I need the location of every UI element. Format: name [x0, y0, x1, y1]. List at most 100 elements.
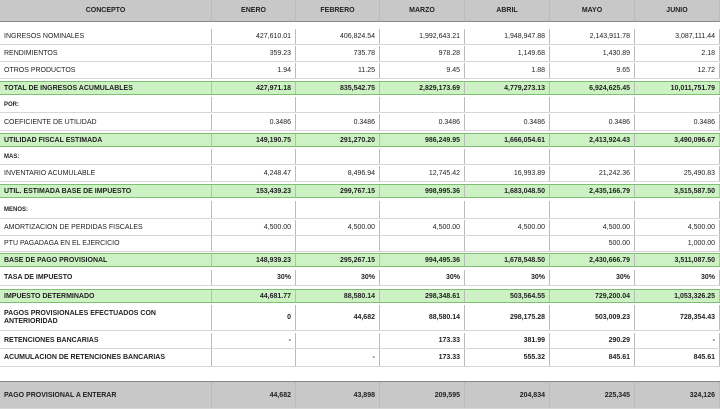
value-cell: 291,270.20 [296, 134, 380, 146]
value-cell [635, 149, 720, 164]
value-cell: 2,430,666.79 [550, 254, 635, 266]
value-cell: 4,248.47 [212, 166, 296, 181]
value-cell: 0.3486 [635, 114, 720, 130]
value-cell: 25,490.83 [635, 166, 720, 181]
value-cell [212, 236, 296, 251]
row-label: PTU PAGADAGA EN EL EJERCICIO [0, 236, 212, 251]
value-cell: 427,610.01 [212, 29, 296, 44]
value-cell: 30% [380, 270, 465, 285]
value-cell: 427,971.18 [212, 82, 296, 94]
row-label: TOTAL DE INGRESOS ACUMULABLES [0, 82, 212, 94]
value-cell: MARZO [380, 0, 465, 21]
value-cell: 1,000.00 [635, 236, 720, 251]
value-cell: 0.3486 [550, 114, 635, 130]
value-cell: 0 [212, 305, 296, 330]
value-cell: 3,490,096.67 [635, 134, 720, 146]
value-cell: ENERO [212, 0, 296, 21]
value-cell: 2,143,911.78 [550, 29, 635, 44]
value-cell [296, 333, 380, 348]
value-cell: 11.25 [296, 63, 380, 78]
value-cell: 4,500.00 [635, 220, 720, 235]
row-label: UTILIDAD FISCAL ESTIMADA [0, 134, 212, 146]
value-cell: 729,200.04 [550, 290, 635, 302]
value-cell [380, 97, 465, 112]
value-cell: 21,242.36 [550, 166, 635, 181]
value-cell [465, 236, 550, 251]
value-cell: 4,779,273.13 [465, 82, 550, 94]
value-cell: 10,011,751.79 [635, 82, 720, 94]
value-cell: 44,682 [296, 305, 380, 330]
value-cell: ABRIL [465, 0, 550, 21]
value-cell: 728,354.43 [635, 305, 720, 330]
value-cell: - [635, 333, 720, 348]
value-cell: 986,249.95 [380, 134, 465, 146]
value-cell: 4,500.00 [380, 220, 465, 235]
table-row: INGRESOS NOMINALES 427,610.01 406,824.54 1,… [0, 29, 720, 45]
value-cell: 998,995.36 [380, 185, 465, 197]
value-cell: 1,678,548.50 [465, 254, 550, 266]
value-cell: 1,053,326.25 [635, 290, 720, 302]
value-cell: 2.18 [635, 46, 720, 61]
value-cell: 0.3486 [380, 114, 465, 130]
value-cell: 88,580.14 [380, 305, 465, 330]
value-cell [550, 149, 635, 164]
header-row: CONCEPTO ENERO FEBRERO MARZO ABRIL MAYO JUNIO [0, 0, 720, 22]
value-cell: 153,439.23 [212, 185, 296, 197]
value-cell: 4,500.00 [296, 220, 380, 235]
value-cell: 1.88 [465, 63, 550, 78]
value-cell: 845.61 [635, 349, 720, 366]
row-label: POR: [0, 97, 212, 112]
value-cell: 835,542.75 [296, 82, 380, 94]
value-cell [550, 201, 635, 218]
value-cell [380, 201, 465, 218]
table-row: RETENCIONES BANCARIAS -173.33 381.99 290.29… [0, 333, 720, 349]
row-label: TASA DE IMPUESTO [0, 270, 212, 285]
value-cell: 290.29 [550, 333, 635, 348]
value-cell: 6,924,625.45 [550, 82, 635, 94]
value-cell: 30% [465, 270, 550, 285]
value-cell: 503,564.55 [465, 290, 550, 302]
value-cell: 845.61 [550, 349, 635, 366]
value-cell: - [212, 333, 296, 348]
table-row: ACUMULACION DE RETENCIONES BANCARIAS -173… [0, 349, 720, 367]
table-row: INVENTARIO ACUMULABLE 4,248.47 8,496.94 12,… [0, 166, 720, 182]
value-cell: 9.45 [380, 63, 465, 78]
value-cell: 381.99 [465, 333, 550, 348]
row-label: CONCEPTO [0, 0, 212, 21]
row-label: PAGOS PROVISIONALES EFECTUADOS CON ANTER… [0, 305, 212, 330]
value-cell [465, 201, 550, 218]
value-cell [296, 149, 380, 164]
value-cell: 555.32 [465, 349, 550, 366]
value-cell: 148,939.23 [212, 254, 296, 266]
table-row: MENOS: [0, 201, 720, 219]
table-row: IMPUESTO DETERMINADO 44,681.77 88,580.14 29… [0, 289, 720, 303]
row-label: MENOS: [0, 201, 212, 218]
table-row: PTU PAGADAGA EN EL EJERCICIO 500.00 1,000.… [0, 236, 720, 252]
table-row: PAGO PROVISIONAL A ENTERAR 44,682 43,898 20… [0, 381, 720, 409]
value-cell: JUNIO [635, 0, 720, 21]
value-cell: 8,496.94 [296, 166, 380, 181]
value-cell: 88,580.14 [296, 290, 380, 302]
row-label: INVENTARIO ACUMULABLE [0, 166, 212, 181]
value-cell: 298,175.28 [465, 305, 550, 330]
value-cell: 298,348.61 [380, 290, 465, 302]
table-row: OTROS PRODUCTOS 1.94 11.25 9.45 1.88 9.65 12.7… [0, 63, 720, 79]
row-label: OTROS PRODUCTOS [0, 63, 212, 78]
value-cell: 30% [212, 270, 296, 285]
value-cell: 0.3486 [465, 114, 550, 130]
value-cell [465, 97, 550, 112]
value-cell: 324,126 [635, 382, 720, 408]
table-row: UTIL. ESTIMADA BASE DE IMPUESTO 153,439.2… [0, 184, 720, 198]
value-cell: 0.3486 [212, 114, 296, 130]
row-label: RENDIMIENTOS [0, 46, 212, 61]
value-cell: 735.78 [296, 46, 380, 61]
value-cell: 1,149.68 [465, 46, 550, 61]
row-label: INGRESOS NOMINALES [0, 29, 212, 44]
row-label: MAS: [0, 149, 212, 164]
value-cell [296, 201, 380, 218]
row-label: IMPUESTO DETERMINADO [0, 290, 212, 302]
value-cell: 149,190.75 [212, 134, 296, 146]
value-cell: 30% [296, 270, 380, 285]
row-label: AMORTIZACION DE PERDIDAS FISCALES [0, 220, 212, 235]
